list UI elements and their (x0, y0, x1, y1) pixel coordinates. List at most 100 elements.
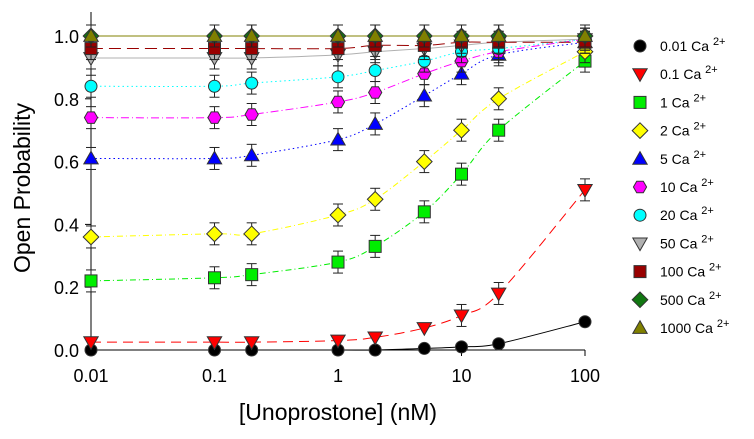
series-0-points (84, 315, 592, 357)
legend-item: 100 Ca 2+ (633, 262, 722, 280)
data-point (490, 90, 508, 108)
legend-label: 5 Ca 2+ (660, 149, 706, 167)
data-point (367, 331, 384, 346)
data-point (206, 150, 223, 165)
data-point (84, 274, 98, 288)
legend-marker (631, 237, 649, 252)
data-point (492, 337, 506, 351)
y-axis-label: Open Probability (9, 102, 35, 273)
legend-marker (631, 319, 649, 334)
data-point (329, 131, 347, 146)
data-point (245, 76, 259, 90)
series-10-points (82, 24, 594, 48)
x-tick-label: 0.1 (202, 366, 227, 386)
data-point (206, 336, 223, 351)
data-point (417, 341, 431, 355)
legend-item: 2 Ca 2+ (631, 121, 706, 140)
data-point (329, 27, 347, 42)
legend-label: 0.01 Ca 2+ (660, 36, 725, 54)
data-point (206, 27, 223, 42)
data-point (416, 322, 433, 337)
data-point (331, 70, 345, 84)
data-point (455, 167, 468, 181)
axes: 0.01 0.1 1 10 100 0.0 0.2 0.4 0.6 0.8 1.0 (54, 12, 600, 386)
data-point (455, 340, 468, 354)
legend: 0.01 Ca 2+ 0.1 Ca 2+ 1 Ca 2+ 2 Ca 2+ 5 Ca 2+… (631, 36, 729, 336)
legend-marker (631, 68, 649, 83)
data-point (82, 228, 100, 246)
data-point (205, 225, 224, 243)
data-point (490, 287, 507, 302)
data-point (329, 206, 347, 224)
data-point (576, 183, 594, 199)
y-tick-label: 0.0 (54, 341, 79, 361)
y-tick-label: 0.6 (54, 153, 79, 173)
legend-label: 50 Ca 2+ (660, 233, 714, 251)
x-tick-label: 10 (451, 366, 471, 386)
data-point (492, 123, 506, 137)
data-point (82, 150, 100, 165)
legend-label: 10 Ca 2+ (660, 177, 714, 195)
legend-label: 1 Ca 2+ (660, 92, 706, 110)
legend-label: 0.1 Ca 2+ (660, 64, 718, 82)
data-point (453, 309, 470, 324)
legend-item: 500 Ca 2+ (631, 290, 722, 309)
data-point (208, 271, 221, 285)
x-tick-label: 100 (570, 366, 600, 386)
data-point (453, 27, 470, 42)
data-point (244, 108, 259, 121)
data-point (83, 111, 99, 124)
data-point (367, 86, 383, 99)
data-point (84, 79, 98, 93)
y-tick-label: 1.0 (54, 27, 79, 47)
data-point (452, 121, 471, 139)
legend-item: 1 Ca 2+ (633, 92, 706, 110)
legend-marker (631, 291, 649, 309)
data-point (578, 315, 592, 329)
legend-marker (633, 95, 647, 109)
legend-item: 1000 Ca 2+ (631, 318, 729, 336)
data-point (208, 79, 221, 93)
legend-marker (633, 39, 647, 53)
y-tick-label: 0.2 (54, 278, 79, 298)
data-point (490, 27, 507, 42)
data-point (330, 95, 346, 109)
legend-label: 20 Ca 2+ (660, 205, 714, 223)
data-point (366, 190, 384, 208)
data-point (453, 65, 470, 80)
legend-item: 10 Ca 2+ (632, 177, 714, 195)
legend-marker (632, 180, 648, 194)
data-point (368, 239, 382, 253)
data-point (245, 268, 259, 282)
data-points (82, 24, 594, 357)
legend-label: 500 Ca 2+ (660, 290, 722, 308)
y-tick-label: 0.8 (54, 90, 79, 110)
y-tick-label: 0.4 (54, 215, 79, 235)
legend-label: 100 Ca 2+ (660, 262, 722, 280)
data-point (417, 67, 432, 80)
data-point (367, 27, 384, 42)
legend-marker (631, 150, 649, 165)
legend-item: 5 Ca 2+ (631, 149, 706, 167)
data-point (367, 115, 384, 130)
data-point (368, 64, 382, 78)
x-tick-label: 1 (333, 366, 343, 386)
data-point (82, 336, 100, 351)
legend-item: 0.1 Ca 2+ (631, 64, 718, 83)
data-point (243, 336, 260, 351)
legend-item: 50 Ca 2+ (631, 233, 714, 252)
legend-label: 1000 Ca 2+ (660, 318, 729, 336)
data-point (329, 334, 347, 349)
legend-label: 2 Ca 2+ (660, 121, 706, 139)
data-point (82, 27, 100, 42)
data-point (576, 27, 594, 42)
x-tick-label: 0.01 (73, 366, 108, 386)
data-point (416, 27, 433, 42)
legend-item: 0.01 Ca 2+ (633, 36, 725, 54)
legend-marker (633, 265, 647, 279)
legend-marker (633, 208, 647, 222)
data-point (415, 153, 433, 171)
data-point (331, 255, 345, 269)
